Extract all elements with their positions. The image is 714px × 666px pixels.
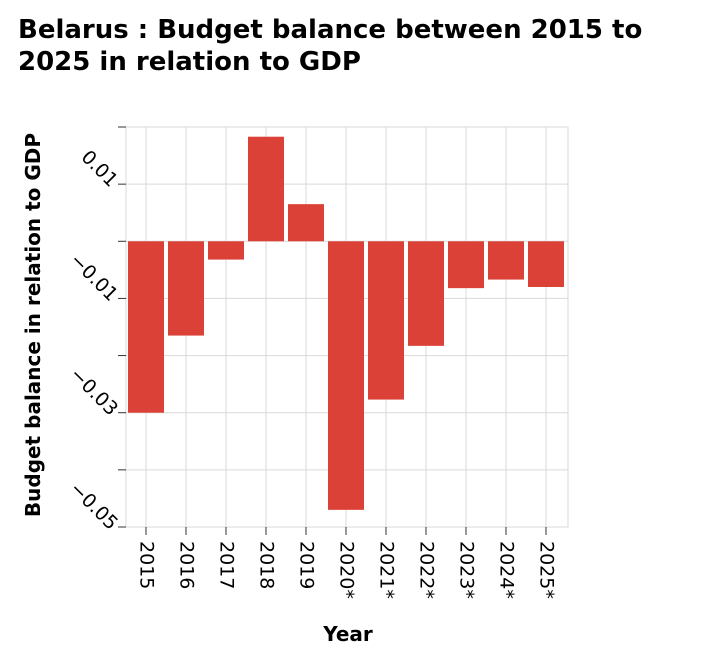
x-tick-label: 2024*	[496, 541, 518, 599]
bars	[128, 136, 564, 510]
x-tick-label: 2025*	[536, 541, 558, 599]
plot-frame	[125, 126, 569, 528]
bar-2018	[248, 136, 284, 242]
bar-2020-projected	[328, 241, 364, 510]
x-tick-label: 2022*	[416, 541, 438, 599]
bar-2024-projected	[488, 241, 524, 280]
y-tick-label: −0.03	[65, 363, 122, 420]
bar-2023-projected	[448, 241, 484, 289]
chart-title: Belarus : Budget balance between 2015 to…	[18, 15, 643, 77]
bar-2025-projected	[528, 241, 564, 287]
bar-2016	[168, 241, 204, 336]
x-tick-label: 2023*	[456, 541, 478, 599]
bar-2021-projected	[368, 241, 404, 400]
y-axis-title: Budget balance in relation to GDP	[21, 133, 45, 517]
bar-2017	[208, 241, 244, 260]
bar-2015	[128, 241, 164, 413]
bar-2022-projected	[408, 241, 444, 346]
x-tick-label: 2020*	[336, 541, 358, 599]
x-tick-label: 2019	[296, 541, 318, 589]
x-tick-label: 2016	[176, 541, 198, 589]
x-axis-title: Year	[322, 622, 373, 646]
x-tick-label: 2015	[136, 541, 158, 589]
bar-2019	[288, 204, 324, 242]
y-tick-label: −0.01	[65, 249, 122, 306]
x-tick-label: 2018	[256, 541, 278, 589]
x-tick-label: 2017	[216, 541, 238, 589]
x-tick-label: 2021*	[376, 541, 398, 599]
y-tick-label: −0.05	[65, 478, 122, 535]
y-tick-label: 0.01	[77, 146, 122, 191]
